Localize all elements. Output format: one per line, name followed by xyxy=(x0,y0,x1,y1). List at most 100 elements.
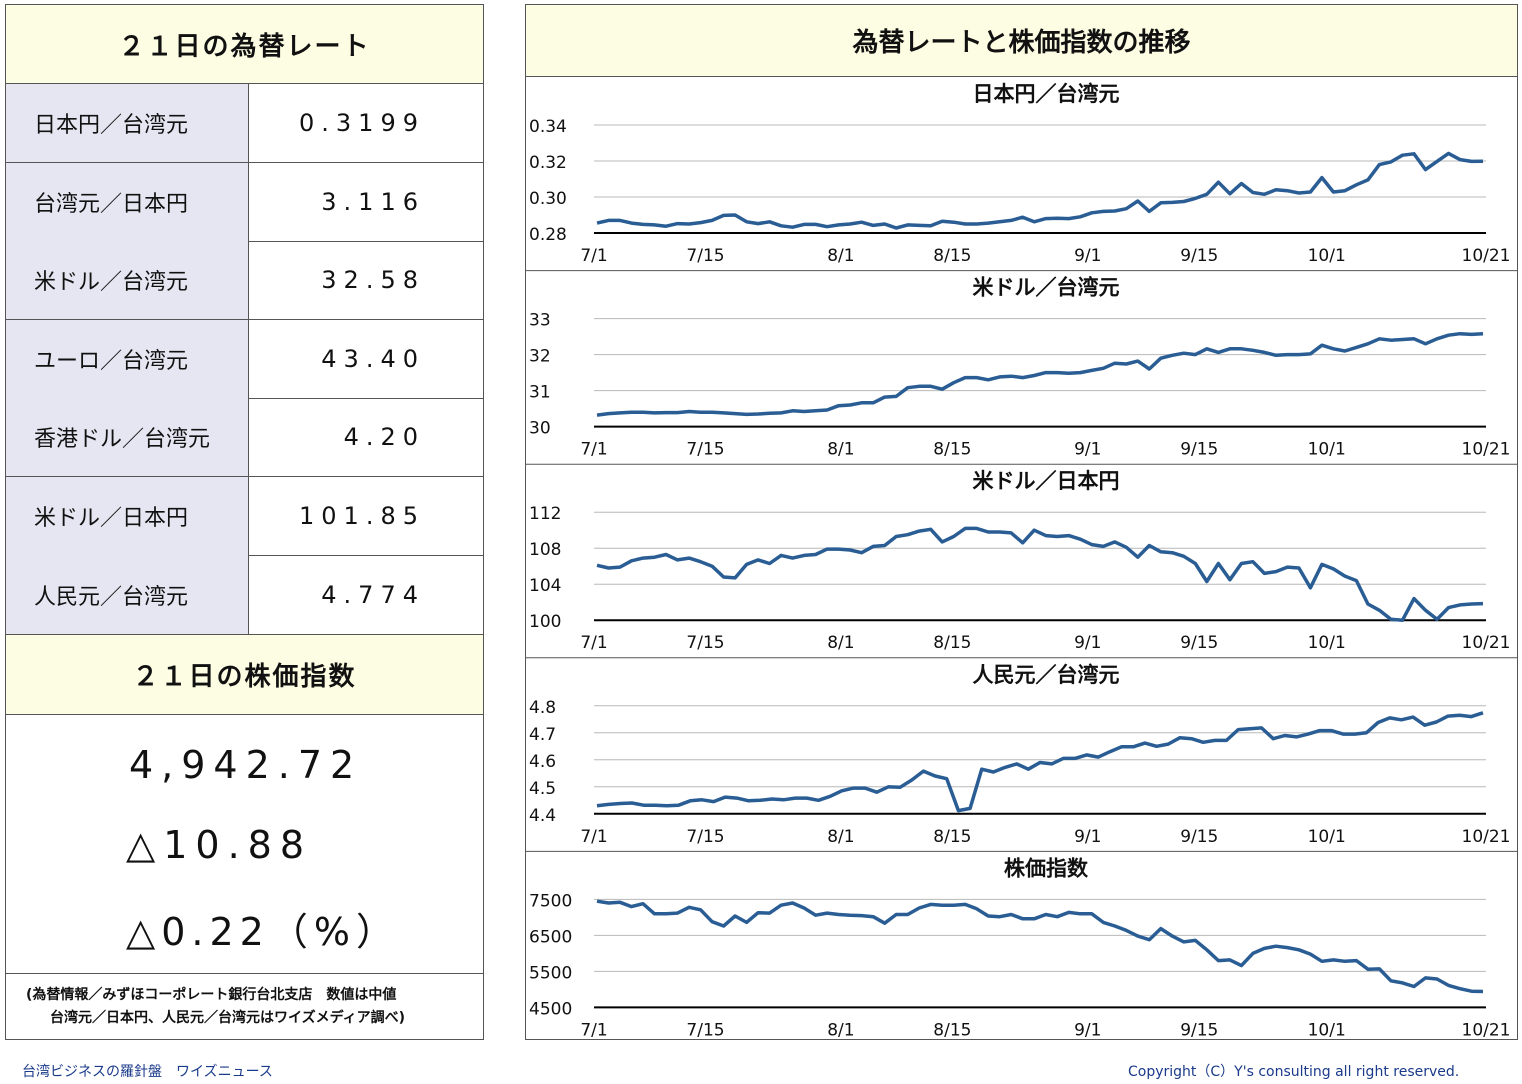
rate-row: 人民元／台湾元 4.774 xyxy=(6,555,483,634)
y-tick-label: 100 xyxy=(529,612,561,632)
x-tick-label: 10/1 xyxy=(1308,440,1346,460)
source-note-line1: (為替情報／みずほコーポレート銀行台北支店 数値は中値 xyxy=(26,987,397,1003)
x-tick-label: 7/15 xyxy=(686,633,724,653)
x-tick-label: 7/1 xyxy=(580,246,607,266)
chart-panel: 日本円／台湾元 0.34 0.32 0.30 0.28 7/1 7/15 8/1 8/15 9/1… xyxy=(529,82,1511,266)
y-tick-label: 31 xyxy=(529,383,551,403)
source-note-line2: 台湾元／日本円、人民元／台湾元はワイズメディア調べ) xyxy=(50,1010,405,1026)
chart-title: 米ドル／台湾元 xyxy=(973,276,1120,300)
y-tick-label: 0.34 xyxy=(529,117,567,137)
x-tick-label: 10/21 xyxy=(1462,1020,1511,1039)
rate-row: 米ドル／台湾元 32.58 xyxy=(6,241,483,320)
x-tick-label: 9/1 xyxy=(1074,633,1101,653)
rate-row: 日本円／台湾元 0.3199 xyxy=(6,84,483,163)
stock-title: ２１日の株価指数 xyxy=(6,635,483,715)
rate-label: 米ドル／日本円 xyxy=(6,476,249,555)
rate-row: ユーロ／台湾元 43.40 xyxy=(6,319,483,399)
y-tick-label: 4.5 xyxy=(529,779,556,799)
y-tick-label: 4.7 xyxy=(529,725,556,745)
y-tick-label: 33 xyxy=(529,311,551,331)
stock-change-percent: △0.22（%） xyxy=(126,910,400,954)
x-tick-label: 7/15 xyxy=(686,440,724,460)
x-tick-label: 10/21 xyxy=(1462,827,1511,847)
x-tick-label: 8/15 xyxy=(933,633,971,653)
x-tick-label: 10/1 xyxy=(1308,827,1346,847)
rate-value: 4.20 xyxy=(343,423,425,451)
x-tick-label: 10/1 xyxy=(1308,633,1346,653)
rate-value: 0.3199 xyxy=(299,109,425,137)
x-tick-label: 7/1 xyxy=(580,1020,607,1039)
chart-panel: 米ドル／台湾元 33 32 31 30 7/1 7/15 8/1 8/15 9/1 9/15 10/1… xyxy=(526,270,1517,460)
y-tick-label: 104 xyxy=(529,576,561,596)
x-tick-label: 9/1 xyxy=(1074,440,1101,460)
y-tick-label: 108 xyxy=(529,540,561,560)
x-tick-label: 9/15 xyxy=(1180,246,1218,266)
x-tick-label: 9/15 xyxy=(1180,1020,1218,1039)
stock-index-value: 4,942.72 xyxy=(129,743,363,787)
chart-title: 人民元／台湾元 xyxy=(973,663,1120,687)
charts-panel-title: 為替レートと株価指数の推移 xyxy=(526,5,1517,77)
x-tick-label: 7/1 xyxy=(580,827,607,847)
chart-title: 株価指数 xyxy=(1004,856,1089,880)
rate-label: ユーロ／台湾元 xyxy=(6,319,249,398)
source-note-divider xyxy=(6,973,483,974)
x-tick-label: 8/15 xyxy=(933,246,971,266)
x-tick-label: 9/15 xyxy=(1180,633,1218,653)
y-tick-label: 7500 xyxy=(529,891,572,911)
y-tick-label: 4.4 xyxy=(529,806,556,826)
series-line xyxy=(596,151,1484,230)
x-tick-label: 10/21 xyxy=(1462,440,1511,460)
y-tick-label: 4500 xyxy=(529,999,572,1019)
y-tick-label: 32 xyxy=(529,347,551,367)
y-tick-label: 112 xyxy=(529,504,561,524)
x-tick-label: 9/1 xyxy=(1074,246,1101,266)
x-tick-label: 8/1 xyxy=(827,246,854,266)
rate-label: 米ドル／台湾元 xyxy=(6,241,249,319)
y-tick-label: 30 xyxy=(529,419,551,439)
rate-row: 米ドル／日本円 101.85 xyxy=(6,476,483,556)
series-line xyxy=(596,711,1484,813)
rate-value: 4.774 xyxy=(321,580,425,609)
x-tick-label: 7/15 xyxy=(686,827,724,847)
rate-label: 日本円／台湾元 xyxy=(6,84,249,162)
rate-label: 香港ドル／台湾元 xyxy=(6,398,249,476)
chart-panel: 株価指数 7500 6500 5500 4500 7/1 7/15 8/1 8/15 9/1 9/1… xyxy=(526,850,1517,1039)
x-tick-label: 8/15 xyxy=(933,1020,971,1039)
rate-value: 3.116 xyxy=(321,187,425,216)
chart-title: 米ドル／日本円 xyxy=(973,469,1120,493)
x-tick-label: 8/1 xyxy=(827,440,854,460)
rate-row: 台湾元／日本円 3.116 xyxy=(6,162,483,242)
y-tick-label: 6500 xyxy=(529,927,572,947)
rate-value: 32.58 xyxy=(321,266,425,294)
x-tick-label: 8/15 xyxy=(933,440,971,460)
x-tick-label: 9/15 xyxy=(1180,827,1218,847)
rate-row: 香港ドル／台湾元 4.20 xyxy=(6,398,483,477)
charts-area: 日本円／台湾元 0.34 0.32 0.30 0.28 7/1 7/15 8/1 8/15 9/1… xyxy=(526,82,1517,1039)
x-tick-label: 10/1 xyxy=(1308,246,1346,266)
x-tick-label: 8/1 xyxy=(827,633,854,653)
x-tick-label: 10/21 xyxy=(1462,246,1511,266)
rate-label: 台湾元／日本円 xyxy=(6,162,249,241)
x-tick-label: 9/1 xyxy=(1074,827,1101,847)
y-tick-label: 0.28 xyxy=(529,225,567,245)
rate-value: 101.85 xyxy=(299,501,425,530)
footer-copyright: Copyright（C）Y's consulting all right res… xyxy=(1128,1064,1460,1080)
x-tick-label: 9/1 xyxy=(1074,1020,1101,1039)
rates-panel: ２１日の為替レート 日本円／台湾元 0.3199 台湾元／日本円 3.116 米ドル／台… xyxy=(5,4,484,635)
y-tick-label: 5500 xyxy=(529,963,572,983)
y-tick-label: 0.32 xyxy=(529,153,567,173)
footer-site-name[interactable]: 台湾ビジネスの羅針盤 ワイズニュース xyxy=(22,1064,273,1080)
charts-panel: 為替レートと株価指数の推移 日本円／台湾元 0.34 0.32 0.30 0.28 7/1… xyxy=(525,4,1518,1040)
x-tick-label: 10/1 xyxy=(1308,1020,1346,1039)
x-tick-label: 7/15 xyxy=(686,246,724,266)
x-tick-label: 7/15 xyxy=(686,1020,724,1039)
chart-panel: 人民元／台湾元 4.8 4.7 4.6 4.5 4.4 7/1 7/15 8/1 8/15 9/1 9… xyxy=(526,657,1517,847)
y-tick-label: 4.8 xyxy=(529,698,556,718)
y-tick-label: 4.6 xyxy=(529,752,556,772)
series-line xyxy=(596,526,1484,622)
rates-title: ２１日の為替レート xyxy=(6,5,483,84)
x-tick-label: 10/21 xyxy=(1462,633,1511,653)
series-line xyxy=(596,331,1484,417)
chart-title: 日本円／台湾元 xyxy=(973,82,1120,106)
chart-panel: 米ドル／日本円 112 108 104 100 7/1 7/15 8/1 8/15 9/1 9/15… xyxy=(526,463,1517,653)
